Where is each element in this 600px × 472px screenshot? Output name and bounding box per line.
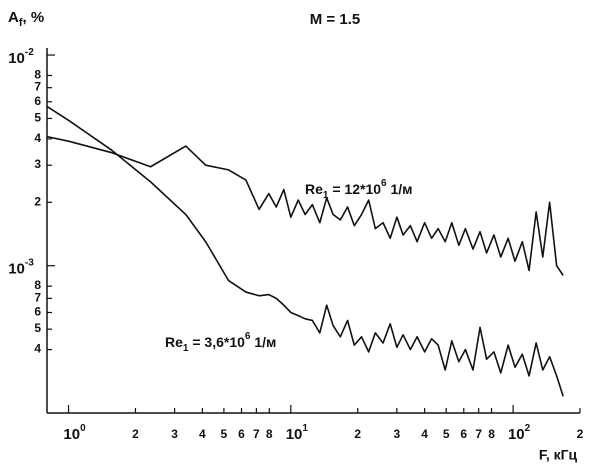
- y-tick-label: 6: [34, 94, 41, 108]
- x-tick-label-base: 7: [475, 427, 482, 441]
- y-axis-label: Af, %: [8, 9, 44, 29]
- x-tick-label-base: 5: [221, 427, 228, 441]
- x-tick-label: 3: [171, 427, 178, 441]
- series-label-sub: 1: [323, 190, 329, 201]
- x-tick-label: 102: [508, 423, 531, 443]
- x-tick-label-base: 10: [286, 426, 303, 443]
- y-tick-label-base: 7: [34, 80, 41, 94]
- x-tick-label: 3: [394, 427, 401, 441]
- y-tick-label: 7: [34, 291, 41, 305]
- series-label-base: 1/м: [387, 181, 413, 197]
- x-tick-label: 2: [132, 427, 139, 441]
- series-label-base: Re: [305, 181, 323, 197]
- series-label-base: = 12*10: [328, 181, 381, 197]
- x-tick-label-base: 6: [460, 427, 467, 441]
- x-tick-label-base: 7: [253, 427, 260, 441]
- y-axis-label-base: , %: [23, 9, 45, 26]
- y-tick-label-base: 6: [34, 94, 41, 108]
- x-tick-label: 8: [488, 427, 495, 441]
- y-tick-label: 10-3: [8, 257, 34, 277]
- y-axis-label-base: A: [8, 9, 19, 26]
- y-tick-label: 5: [34, 321, 41, 335]
- y-tick-label-base: 4: [34, 131, 41, 145]
- x-tick-label-base: 2: [132, 427, 139, 441]
- y-tick-label: 8: [34, 68, 41, 82]
- y-tick-label-base: 8: [34, 278, 41, 292]
- x-tick-label: 4: [199, 427, 206, 441]
- x-tick-label-base: 4: [199, 427, 206, 441]
- y-tick-label: 8: [34, 278, 41, 292]
- y-tick-label-base: 2: [34, 194, 41, 208]
- y-tick-label: 6: [34, 305, 41, 319]
- x-tick-label: 101: [286, 423, 309, 443]
- data-line: [46, 135, 564, 276]
- series-label-sub: 1: [183, 343, 189, 354]
- y-tick-label: 10-2: [8, 47, 34, 67]
- x-tick-label-base: 8: [266, 427, 273, 441]
- x-tick-label: 5: [443, 427, 450, 441]
- y-tick-label-base: 7: [34, 291, 41, 305]
- y-tick-label-base: 5: [34, 111, 41, 125]
- y-tick-label-base: 10: [8, 50, 25, 67]
- x-tick-label-base: 8: [488, 427, 495, 441]
- series-label: Re1 = 3,6*106 1/м: [165, 331, 276, 354]
- y-tick-label-base: 10: [8, 261, 25, 278]
- chart-title: M = 1.5: [310, 11, 360, 28]
- x-tick-label-base: 3: [171, 427, 178, 441]
- x-tick-label: 4: [421, 427, 428, 441]
- x-tick-label: 5: [221, 427, 228, 441]
- x-tick-label-base: 4: [421, 427, 428, 441]
- series-label-sup: 6: [245, 331, 251, 342]
- y-tick-label-sup: -2: [25, 47, 34, 58]
- x-tick-label-sup: 2: [525, 423, 531, 434]
- x-tick-label: 100: [63, 423, 86, 443]
- x-tick-label-base: 10: [508, 426, 525, 443]
- x-tick-label-base: 3: [394, 427, 401, 441]
- series-label-sup: 6: [381, 178, 387, 189]
- y-tick-label: 5: [34, 111, 41, 125]
- y-tick-label: 7: [34, 80, 41, 94]
- x-tick-label-base: 5: [443, 427, 450, 441]
- y-tick-label-sup: -3: [25, 257, 34, 268]
- data-line: [46, 105, 564, 397]
- series-label-base: 1/м: [250, 334, 276, 350]
- x-tick-label: 7: [475, 427, 482, 441]
- y-tick-label-base: 5: [34, 321, 41, 335]
- y-tick-label: 3: [34, 157, 41, 171]
- x-tick-label-sup: 0: [80, 423, 86, 434]
- y-axis-label-sub: f: [19, 17, 23, 29]
- x-tick-label-base: 2: [354, 427, 361, 441]
- x-tick-label: 7: [253, 427, 260, 441]
- y-tick-label-base: 6: [34, 305, 41, 319]
- series-label: Re1 = 12*106 1/м: [305, 178, 413, 201]
- x-tick-label: 6: [238, 427, 245, 441]
- y-tick-label-base: 3: [34, 157, 41, 171]
- x-tick-label: 6: [460, 427, 467, 441]
- x-tick-label-base: 6: [238, 427, 245, 441]
- y-tick-label: 2: [34, 194, 41, 208]
- x-tick-label: 2: [354, 427, 361, 441]
- series-label-base: = 3,6*10: [188, 334, 245, 350]
- y-tick-label: 4: [34, 342, 41, 356]
- x-tick-label: 2: [577, 427, 584, 441]
- y-tick-label-base: 8: [34, 68, 41, 82]
- y-tick-label-base: 4: [34, 342, 41, 356]
- x-tick-label: 8: [266, 427, 273, 441]
- y-tick-label: 4: [34, 131, 41, 145]
- x-axis-label: F, кГц: [539, 447, 578, 463]
- x-tick-label-sup: 1: [302, 423, 308, 434]
- x-tick-label-base: 10: [63, 426, 80, 443]
- x-tick-label-base: 2: [577, 427, 584, 441]
- series-label-base: Re: [165, 334, 183, 350]
